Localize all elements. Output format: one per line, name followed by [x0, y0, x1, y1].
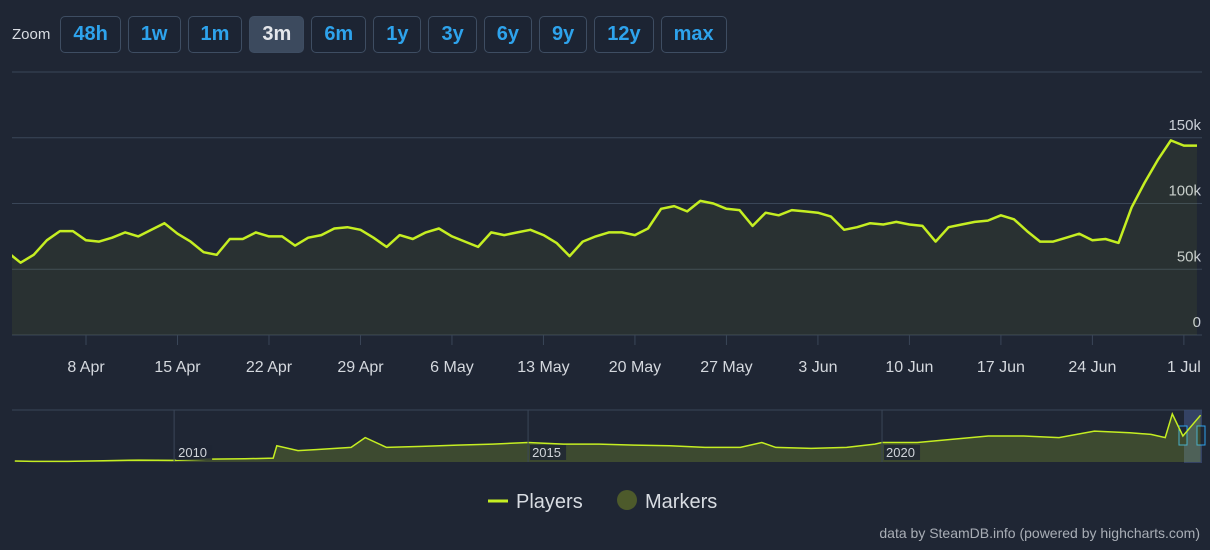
zoom-button[interactable]: 6y — [483, 16, 532, 53]
navigator-line — [14, 411, 1202, 463]
x-tick-label: 29 Apr — [337, 359, 384, 376]
zoom-button[interactable]: 1m — [187, 16, 243, 53]
navigator-tick-label: 2010 — [178, 445, 207, 460]
navigator-tick-label: 2015 — [532, 445, 561, 460]
navigator-handle[interactable] — [1196, 425, 1206, 446]
credit: data by SteamDB.info (powered by highcha… — [879, 525, 1200, 541]
legend-label[interactable]: Players — [516, 491, 583, 513]
navigator-tick-label: 2020 — [886, 445, 915, 460]
zoom-button[interactable]: 48h — [60, 16, 121, 53]
series-area — [12, 140, 1197, 335]
zoom-button[interactable]: 6m — [311, 16, 367, 53]
x-tick-label: 15 Apr — [154, 359, 201, 376]
legend-symbol — [617, 490, 637, 510]
plot-area — [12, 139, 1197, 335]
series-line — [12, 139, 1197, 264]
x-tick-label: 13 May — [517, 359, 569, 376]
zoom-button[interactable]: 1w — [127, 16, 181, 53]
zoom-button[interactable]: 3y — [428, 16, 477, 53]
x-tick-label: 17 Jun — [977, 359, 1025, 376]
x-tick-label: 20 May — [609, 359, 661, 376]
x-tick-label: 3 Jun — [798, 359, 837, 376]
zoom-label: Zoom — [12, 26, 51, 43]
zoom-button[interactable]: 3m — [249, 16, 305, 53]
tick-label-bg — [530, 445, 567, 460]
navigator-selection[interactable] — [1184, 410, 1202, 463]
y-tick-label: 50k — [1177, 248, 1202, 265]
tick-label-bg — [176, 445, 213, 460]
y-tick-label: 100k — [1168, 183, 1201, 200]
x-tick-label: 8 Apr — [67, 359, 105, 376]
x-tick-label: 1 Jul — [1167, 359, 1201, 376]
zoom-button[interactable]: 1y — [373, 16, 422, 53]
x-tick-label: 22 Apr — [246, 359, 293, 376]
x-tick-label: 10 Jun — [885, 359, 933, 376]
zoom-button[interactable]: 9y — [538, 16, 588, 53]
zoom-button[interactable]: 12y — [594, 16, 654, 53]
zoom-button[interactable]: max — [660, 16, 727, 53]
tick-label-bg — [884, 445, 921, 460]
x-tick-label: 6 May — [430, 359, 474, 376]
y-tick-label: 0 — [1193, 314, 1201, 331]
x-tick-label: 27 May — [700, 359, 752, 376]
legend-label[interactable]: Markers — [645, 491, 717, 513]
x-tick-label: 24 Jun — [1068, 359, 1116, 376]
y-tick-label: 150k — [1168, 117, 1201, 134]
zoom-bar: Zoom 48h 1w 1m 3m 6m 1y 3y 6y 9y 12y max — [12, 16, 727, 53]
